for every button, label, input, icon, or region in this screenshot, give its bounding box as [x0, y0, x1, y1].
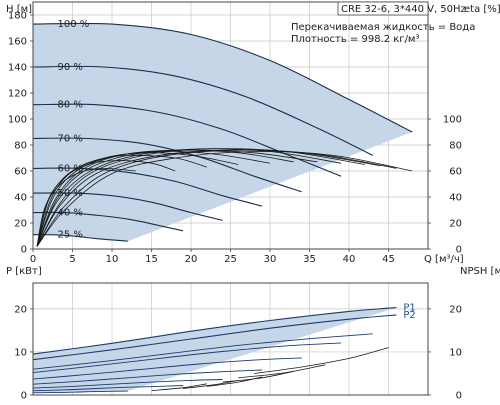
- top-x-tick-label: 5: [69, 254, 75, 265]
- power-series-label: P1: [403, 303, 415, 314]
- bottom-y-ticks: 0 10 20: [14, 304, 33, 402]
- efficiency-curves: [36, 148, 413, 247]
- head-curve: [32, 234, 128, 242]
- npsh-curves: [151, 347, 389, 392]
- head-curve-label: 40 %: [57, 208, 82, 219]
- top-x-tick-label: 25: [224, 254, 237, 265]
- top-x-tick-label: 15: [145, 254, 158, 265]
- bottom-y-tick-label: 20: [14, 304, 27, 315]
- top-x-tick-label: 35: [303, 254, 316, 265]
- top-y-tick-label: 180: [8, 11, 27, 22]
- npsh-curve: [151, 383, 207, 392]
- head-curve-label: 60 %: [57, 163, 82, 174]
- head-curve-labels: 100 % 90 % 80 % 70 % 60 % 50 % 40 % 25 %: [57, 19, 89, 241]
- top-x-tick-label: 40: [343, 254, 356, 265]
- head-curve: [32, 192, 223, 221]
- efficiency-curve: [36, 167, 136, 247]
- bottom-chart-frame: [32, 282, 429, 396]
- npsh-curve: [222, 370, 294, 383]
- bottom-y-tick-label: 0: [21, 391, 27, 401]
- head-axis-label-h: H [м]: [6, 4, 32, 15]
- top-y2-tick-label: 80: [449, 141, 462, 152]
- density-info: Плотность = 998.2 кг/м³: [291, 34, 420, 45]
- top-y-tick-label: 80: [14, 141, 27, 152]
- head-curve: [32, 137, 302, 193]
- bottom-y2-ticks: 0 10 20: [428, 304, 462, 402]
- power-curve: [32, 390, 128, 394]
- head-curve: [32, 65, 373, 156]
- top-y-tick-label: 60: [14, 167, 27, 178]
- power-curve: [32, 357, 302, 380]
- npsh-axis-label: NPSH [м]: [460, 266, 500, 277]
- power-axis-label: P [кВт]: [6, 266, 42, 277]
- top-y-tick-label: 140: [8, 63, 27, 74]
- flow-axis-label: Q [м³/ч]: [424, 254, 464, 265]
- top-y2-tick-label: 100: [443, 115, 462, 126]
- eff-axis-label: eta [%]: [464, 4, 500, 15]
- top-y2-tick-label: 60: [449, 167, 462, 178]
- top-y2-tick-label: 40: [449, 193, 462, 204]
- npsh-curve: [238, 364, 326, 379]
- power-curves: [32, 307, 397, 394]
- top-y2-tick-label: 20: [449, 219, 462, 230]
- top-y-tick-label: 40: [14, 193, 27, 204]
- head-curve-label: 70 %: [57, 134, 82, 145]
- npsh-curve: [206, 376, 263, 387]
- top-x-tick-label: 10: [106, 254, 119, 265]
- top-y-tick-label: 100: [8, 115, 27, 126]
- bottom-y-tick-label: 10: [14, 347, 27, 358]
- pump-title: CRE 32-6, 3*440 V, 50Hz: [341, 4, 466, 15]
- power-series-line: [32, 307, 397, 355]
- top-y-ticks: 0 20 40 60 80 100 120 140 160 180: [8, 11, 33, 256]
- power-curve: [32, 379, 223, 389]
- top-y-tick-label: 160: [8, 37, 27, 48]
- power-curve: [32, 369, 263, 385]
- pump-title-box: [337, 1, 429, 16]
- bottom-y2-tick-label: 0: [456, 391, 462, 401]
- power-curve: [32, 333, 373, 370]
- top-y-tick-label: 20: [14, 219, 27, 230]
- bottom-y2-tick-label: 10: [449, 347, 462, 358]
- head-curve-label: 50 %: [57, 188, 82, 199]
- efficiency-curve: [36, 152, 239, 247]
- power-series-label: P2: [403, 310, 415, 321]
- npsh-curve: [183, 380, 239, 389]
- efficiency-curve: [36, 149, 397, 247]
- bottom-y2-tick-label: 20: [449, 304, 462, 315]
- power-curve: [32, 342, 342, 374]
- top-y-tick-label: 120: [8, 89, 27, 100]
- liquid-info: Перекачиваемая жидкость = Вода: [291, 22, 475, 33]
- head-curve: [32, 22, 413, 133]
- top-y2-tick-label: 0: [456, 245, 462, 256]
- head-curve: [32, 103, 342, 177]
- npsh-curve: [254, 347, 389, 374]
- head-curve-label: 90 %: [57, 62, 82, 73]
- operating-envelope: [33, 23, 413, 242]
- top-x-tick-label: 20: [185, 254, 198, 265]
- top-x-tick-label: 30: [264, 254, 277, 265]
- top-x-tick-label: 0: [30, 254, 36, 265]
- head-curve-label: 100 %: [57, 19, 89, 30]
- top-y2-ticks: 0 20 40 60 80 100: [428, 115, 462, 256]
- top-x-tick-label: 45: [382, 254, 395, 265]
- top-x-ticks: 0 5 10 15 20 25 30 35 40 45: [30, 249, 395, 265]
- top-y-tick-label: 0: [21, 245, 27, 256]
- power-curve: [32, 385, 184, 392]
- power-series-line: [32, 314, 397, 361]
- head-curve-label: 25 %: [57, 230, 82, 241]
- head-curve-label: 80 %: [57, 100, 82, 111]
